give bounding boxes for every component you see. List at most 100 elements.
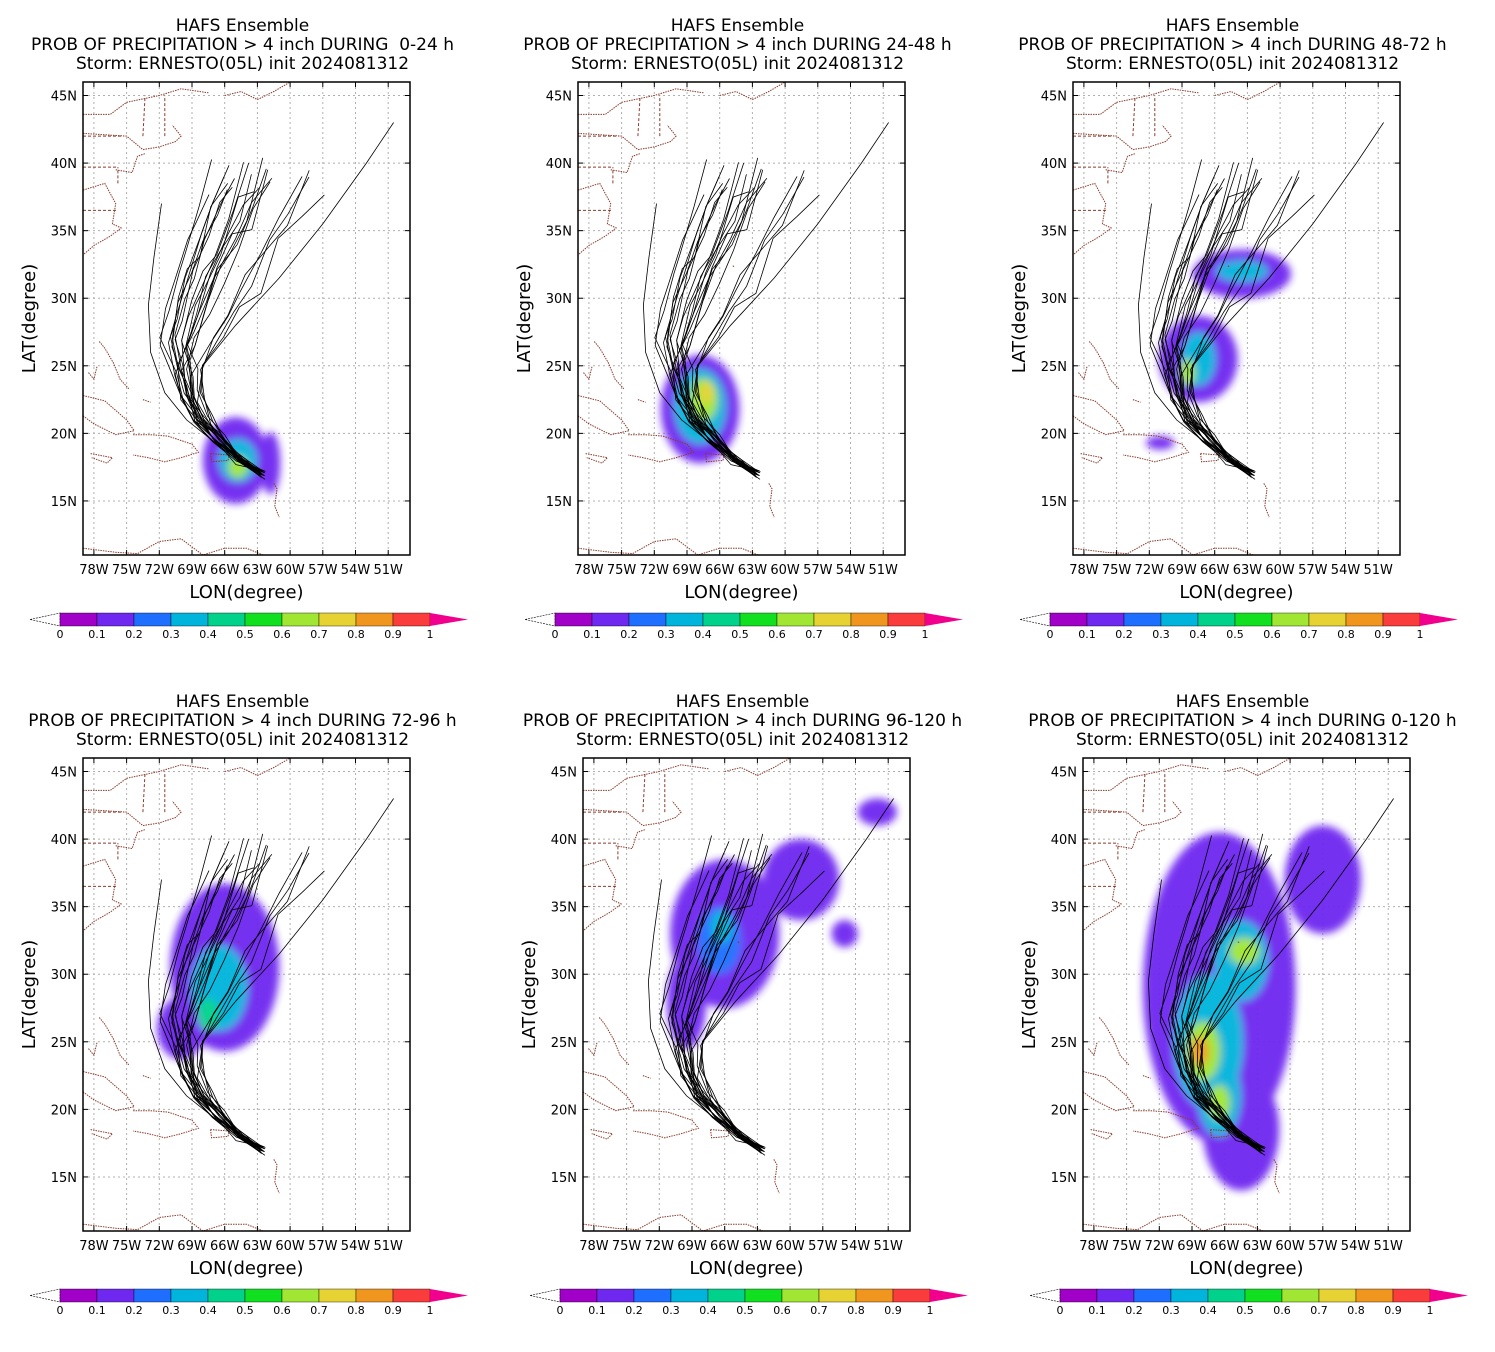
colorbar: 0 0.1 0.2 0.3 0.4 0.5 0.6 0.7 0.8 0.9 1 xyxy=(1019,612,1458,641)
colorbar-under-arrow xyxy=(524,612,556,627)
y-tick-label: 25N xyxy=(1051,1036,1077,1051)
map-svg: 78W 75W 72W 69W 66W 63W 60W 57W 54W 51W 15N 20N 25N 3… xyxy=(1009,81,1458,641)
colorbar-segment xyxy=(1123,612,1162,627)
coastline xyxy=(737,941,741,944)
colorbar-tick-label: 0.1 xyxy=(88,1304,106,1317)
colorbar-segment xyxy=(776,612,815,627)
x-tick-label: 60W xyxy=(775,1239,805,1254)
ensemble-track xyxy=(185,191,261,472)
colorbar-segment xyxy=(591,612,630,627)
colorbar-segment xyxy=(281,612,320,627)
x-tick-label: 57W xyxy=(803,563,833,578)
ensemble-track xyxy=(187,863,266,1148)
x-tick-label: 51W xyxy=(868,563,898,578)
colorbar-segment xyxy=(781,1288,820,1303)
colorbar-segment xyxy=(887,612,926,627)
colorbar-tick-label: 0.2 xyxy=(1115,628,1133,641)
y-tick-label: 20N xyxy=(51,1103,77,1118)
coastline xyxy=(705,453,725,463)
colorbar: 0 0.1 0.2 0.3 0.4 0.5 0.6 0.7 0.8 0.9 1 xyxy=(29,612,468,641)
colorbar-segment xyxy=(1059,1288,1098,1303)
state-border xyxy=(1142,771,1146,813)
colorbar-tick-label: 1 xyxy=(927,1304,934,1317)
coastline xyxy=(615,829,646,850)
coastline xyxy=(768,483,775,518)
map-area xyxy=(578,82,905,555)
coastline xyxy=(583,365,593,381)
coastline xyxy=(83,88,209,115)
colorbar-segment xyxy=(892,1288,931,1303)
colorbar-under-arrow xyxy=(1019,612,1051,627)
colorbar-segment xyxy=(1345,612,1384,627)
coastline xyxy=(1088,341,1120,390)
probability-contour xyxy=(1215,260,1269,283)
x-tick-label: 72W xyxy=(145,1239,175,1254)
y-tick-label: 25N xyxy=(546,360,572,375)
colorbar: 0 0.1 0.2 0.3 0.4 0.5 0.6 0.7 0.8 0.9 1 xyxy=(1029,1288,1468,1317)
coastline xyxy=(83,1214,264,1231)
coastline xyxy=(133,434,200,463)
map-area xyxy=(83,758,410,1231)
map-svg: 78W 75W 72W 69W 66W 63W 60W 57W 54W 51W 15N 20N 25N 3… xyxy=(519,757,968,1317)
y-axis-label: LAT(degree) xyxy=(514,264,535,373)
state-border xyxy=(1132,95,1136,137)
y-tick-label: 30N xyxy=(546,292,572,307)
colorbar-segment xyxy=(1271,612,1310,627)
coastline xyxy=(224,82,291,101)
map-panel-4: HAFS Ensemble PROB OF PRECIPITATION > 4 i… xyxy=(0,676,495,1352)
x-tick-label: 69W xyxy=(177,1239,207,1254)
colorbar-segment xyxy=(1049,612,1088,627)
colorbar-segment xyxy=(355,1288,394,1303)
colorbar-segment xyxy=(1392,1288,1431,1303)
ensemble-track xyxy=(686,857,771,1153)
colorbar-tick-label: 0 xyxy=(557,1304,564,1317)
coastline xyxy=(83,800,182,827)
x-tick-label: 63W xyxy=(1233,563,1263,578)
panel-title-storm: Storm: ERNESTO(05L) init 2024081312 xyxy=(1075,730,1410,750)
map-frame xyxy=(82,757,411,1232)
colorbar-segment xyxy=(133,612,172,627)
x-axis-label: LON(degree) xyxy=(684,582,798,603)
x-tick-label: 69W xyxy=(1167,563,1197,578)
ensemble-track xyxy=(685,867,761,1148)
ensemble-track xyxy=(1149,159,1255,472)
x-tick-label: 57W xyxy=(1308,1239,1338,1254)
coastline xyxy=(578,124,677,151)
colorbar-tick-label: 0.7 xyxy=(310,1304,328,1317)
ensemble-track xyxy=(1167,169,1259,472)
panel-title-model: HAFS Ensemble xyxy=(1175,692,1310,712)
probability-contour xyxy=(1229,937,1260,965)
colorbar-tick-label: 0.8 xyxy=(847,1304,865,1317)
colorbar-segment xyxy=(96,1288,135,1303)
coastline xyxy=(83,858,123,932)
ensemble-track xyxy=(1176,181,1261,477)
y-tick-label: 35N xyxy=(1041,225,1067,240)
ensemble-track xyxy=(1147,879,1266,1156)
colorbar-tick-label: 0.2 xyxy=(1125,1304,1143,1317)
coastline xyxy=(1083,858,1123,932)
coastline xyxy=(773,1159,780,1194)
probability-contour xyxy=(1284,825,1361,934)
y-tick-label: 25N xyxy=(551,1036,577,1051)
coastline xyxy=(237,941,241,944)
colorbar-segment xyxy=(850,612,889,627)
coastline xyxy=(1080,453,1104,464)
colorbar-tick-label: 0.7 xyxy=(810,1304,828,1317)
coastline xyxy=(578,182,618,256)
panel-title-period: PROB OF PRECIPITATION > 4 inch DURING 24… xyxy=(523,35,952,55)
colorbar-segment xyxy=(355,612,394,627)
x-tick-label: 72W xyxy=(645,1239,675,1254)
x-tick-label: 63W xyxy=(243,563,273,578)
coastline xyxy=(98,1017,130,1066)
colorbar-segment xyxy=(739,612,778,627)
colorbar-segment xyxy=(670,1288,709,1303)
coastlines xyxy=(1073,82,1281,555)
colorbar-segment xyxy=(1382,612,1421,627)
colorbar-tick-label: 0.6 xyxy=(273,628,291,641)
x-tick-label: 51W xyxy=(373,563,403,578)
colorbar-tick-label: 0.1 xyxy=(583,628,601,641)
x-axis-label: LON(degree) xyxy=(1189,1258,1303,1279)
coastline xyxy=(1083,764,1209,791)
coastline xyxy=(1200,453,1220,463)
y-tick-label: 20N xyxy=(546,427,572,442)
